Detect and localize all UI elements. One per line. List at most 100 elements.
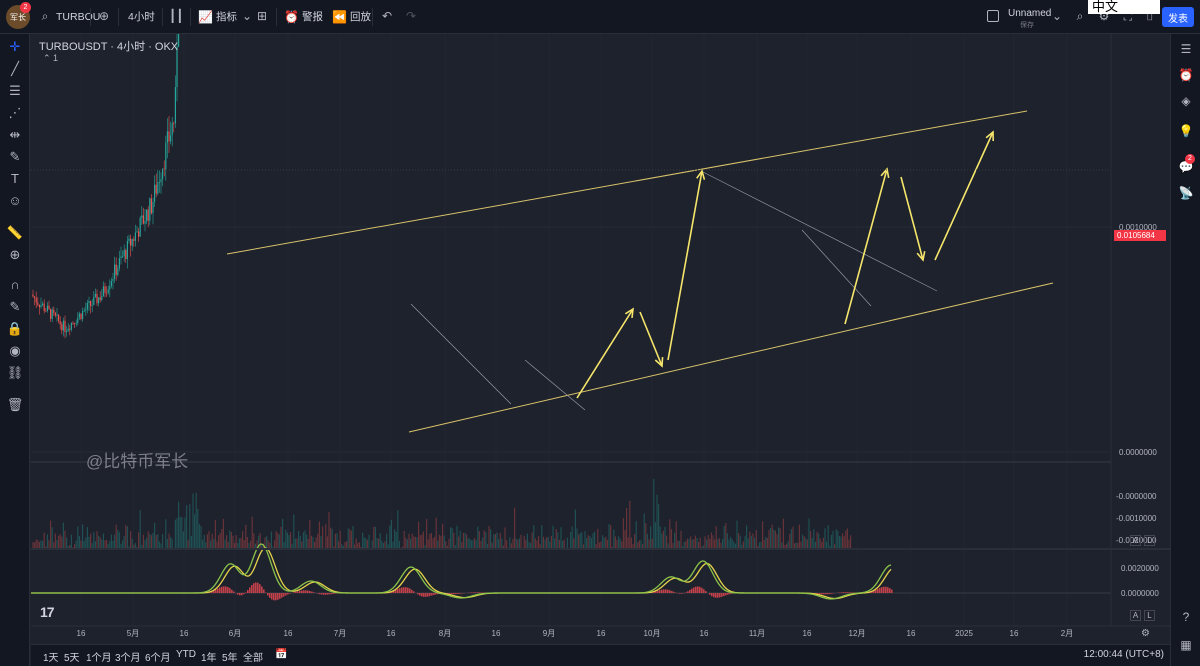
volume-bar [133,544,135,549]
volume-bar [360,546,362,549]
projection-arrow [667,170,703,361]
candle-body [102,286,104,297]
volume-bar [146,537,148,549]
prediction-icon[interactable]: ⇹ [9,127,21,142]
settings-button[interactable]: ⚙ [1097,9,1111,23]
volume-bar [98,535,100,549]
volume-bar [446,545,448,549]
layers-icon[interactable]: ◈ [1181,94,1191,108]
time-tick-label: 16 [803,629,812,638]
volume-bar [598,542,600,549]
volume-bar [771,524,773,549]
magnet-icon[interactable]: ∩ [10,277,20,292]
symbol-legend[interactable]: TURBOUSDT · 4小时 · OKX [39,41,179,53]
watchlist-icon[interactable]: ☰ [1180,42,1192,56]
lock-icon[interactable]: 🔒 [6,321,24,336]
log-scale-button[interactable]: L [1144,610,1155,621]
redo-button[interactable]: ↷ [404,9,418,23]
alert-label: 警报 [302,11,323,23]
volume-bar [115,524,117,549]
range-button[interactable]: 5年 [222,653,238,664]
snapshot-button[interactable]: ⌷ [1143,9,1157,24]
range-button[interactable]: 1年 [201,653,217,664]
osc-histogram-bar [309,590,311,593]
range-button[interactable]: 全部 [243,653,263,664]
volume-bar [424,545,426,549]
eye-icon[interactable]: ◉ [9,343,21,358]
osc-histogram-bar [263,589,265,593]
auto-scale-button[interactable]: A [1130,535,1141,546]
volume-bar [317,533,319,549]
ideas-icon[interactable]: 💡 [1178,124,1194,138]
templates-button[interactable]: ⊞ [255,9,269,23]
candle-body [99,297,101,300]
lock-drawing-icon[interactable]: ✎ [9,299,21,314]
osc-histogram-bar [395,589,397,593]
compare-button[interactable]: ⊕ [97,9,111,23]
alert-button[interactable]: ⏰ 警报 [284,9,323,24]
volume-bar [747,538,749,549]
date-range-icon[interactable]: 📅 [275,649,288,660]
candle-body [34,296,36,298]
volume-bar [782,518,784,549]
range-button[interactable]: YTD [176,649,196,660]
range-button[interactable]: 5天 [64,653,80,664]
volume-bar [245,524,247,549]
link-icon[interactable]: ⛓ [6,365,24,380]
volume-bar [800,541,802,549]
volume-bar [658,504,660,549]
volume-bar [230,531,232,549]
zoom-in-icon[interactable]: ⊕ [9,247,21,262]
fib-icon[interactable]: ☰ [9,83,21,98]
chart-type-button[interactable]: ┃┃ [169,9,183,23]
volume-bar [725,523,727,549]
help-icon[interactable]: ? [1182,610,1190,624]
volume-bar [566,537,568,549]
axes: 0.01900000.01800000.01700000.01600000.01… [31,34,1170,644]
interval-button[interactable]: 4小时 [128,9,155,24]
trash-icon[interactable]: 🗑 [6,397,24,412]
symbol-search-button[interactable]: ⌕ TURBOU [38,9,101,24]
auto-scale-button[interactable]: A [1130,610,1141,621]
brush-icon[interactable]: ✎ [9,149,21,164]
alarm-clock-icon[interactable]: ⏰ [1178,68,1194,82]
candle-body [139,217,141,237]
volume-bar [530,543,532,549]
range-button[interactable]: 6个月 [145,653,171,664]
publish-button[interactable]: 发表 [1162,7,1194,27]
volume-bar [74,544,76,549]
volume-bar [158,541,160,549]
range-button[interactable]: 3个月 [115,653,141,664]
layout-name[interactable]: Unnamed [1008,8,1052,19]
log-scale-button[interactable]: L [1144,535,1155,546]
emoji-icon[interactable]: ☺ [8,193,22,208]
volume-bar [403,531,405,549]
indicators-menu-button[interactable]: ⌄ [240,9,254,23]
quick-search-button[interactable]: ⌕ [1073,9,1087,24]
crosshair-icon[interactable]: ✛ [9,39,21,54]
trendline-icon[interactable]: ╱ [11,61,19,76]
range-button[interactable]: 1天 [43,653,59,664]
candle-body [91,304,93,306]
volume-bar [634,534,636,549]
volume-bar [75,540,77,549]
volume-bar [819,538,821,549]
volume-bar [469,538,471,549]
range-button[interactable]: 1个月 [86,653,112,664]
indicators-button[interactable]: 📈 指标 [198,9,237,24]
undo-button[interactable]: ↶ [380,9,394,23]
replay-button[interactable]: ⏪ 回放 [332,9,371,24]
layout-icon[interactable] [987,10,999,22]
osc-histogram-bar [669,590,671,593]
broadcast-icon[interactable]: 📡 [1178,186,1194,200]
fullscreen-button[interactable]: ⛶ [1121,9,1135,24]
ruler-icon[interactable]: 📏 [6,225,24,240]
legend-collapse[interactable]: ⌃ 1 [43,53,59,63]
pattern-icon[interactable]: ⋰ [8,105,22,120]
layout-menu-button[interactable]: ⌄ [1050,9,1064,23]
price-chart[interactable]: 0.01900000.01800000.01700000.01600000.01… [31,34,1170,644]
text-icon[interactable]: T [11,171,19,186]
candle-body [154,184,156,202]
calendar-icon[interactable]: ▦ [1180,638,1192,652]
volume-bar [149,533,151,549]
